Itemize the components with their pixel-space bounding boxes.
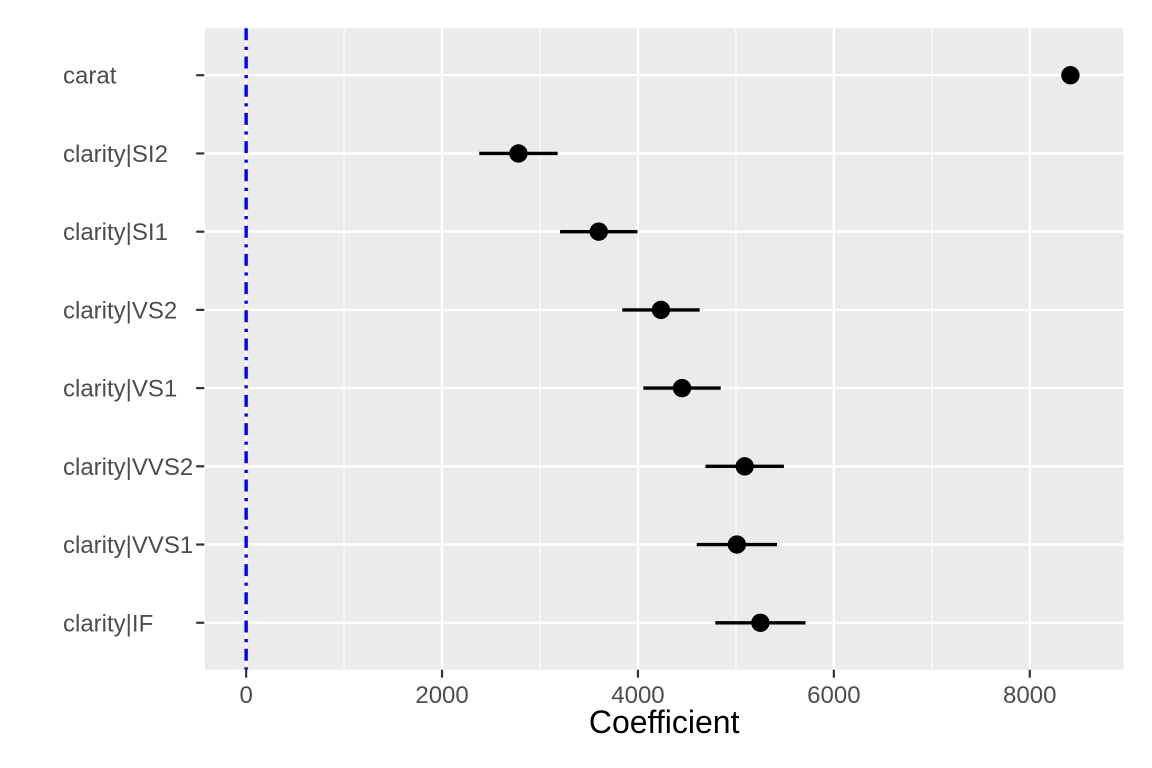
y-axis-label: clarity|SI1 (63, 219, 168, 246)
y-axis-label: carat (63, 63, 117, 90)
y-axis-label: clarity|VVS1 (63, 532, 193, 559)
estimate-dot (751, 613, 770, 632)
y-axis-tick-marks (196, 74, 205, 624)
plot-panel (205, 28, 1124, 670)
estimate-dot (589, 222, 608, 241)
x-tick-label: 6000 (807, 682, 860, 709)
x-tick-label: 4000 (611, 682, 664, 709)
y-axis-label: clarity|VVS2 (63, 454, 193, 481)
y-axis-category-labels: carat clarity|SI2 clarity|SI1 clarity|VS2 cl… (63, 63, 193, 638)
y-axis-label: clarity|VS2 (63, 297, 177, 324)
y-axis-label: clarity|IF (63, 610, 153, 637)
x-tick-label: 8000 (1003, 682, 1056, 709)
minor-gridlines (343, 28, 933, 670)
x-tick-label: 2000 (415, 682, 468, 709)
estimate-dot (735, 457, 754, 476)
x-tick-label: 0 (239, 682, 252, 709)
x-axis-tick-labels: 0 2000 4000 6000 8000 (239, 682, 1056, 709)
estimate-dot (727, 535, 747, 554)
estimate-points (509, 66, 1080, 632)
x-axis-tick-marks (245, 669, 1031, 678)
y-axis-label: clarity|SI2 (63, 141, 168, 168)
y-axis-label: clarity|VS1 (63, 376, 177, 403)
estimate-dot (509, 144, 528, 163)
x-axis-title: Coefficient (589, 704, 740, 740)
estimate-dot (1061, 66, 1080, 85)
estimate-dot (672, 378, 692, 398)
estimate-dot (651, 300, 671, 320)
